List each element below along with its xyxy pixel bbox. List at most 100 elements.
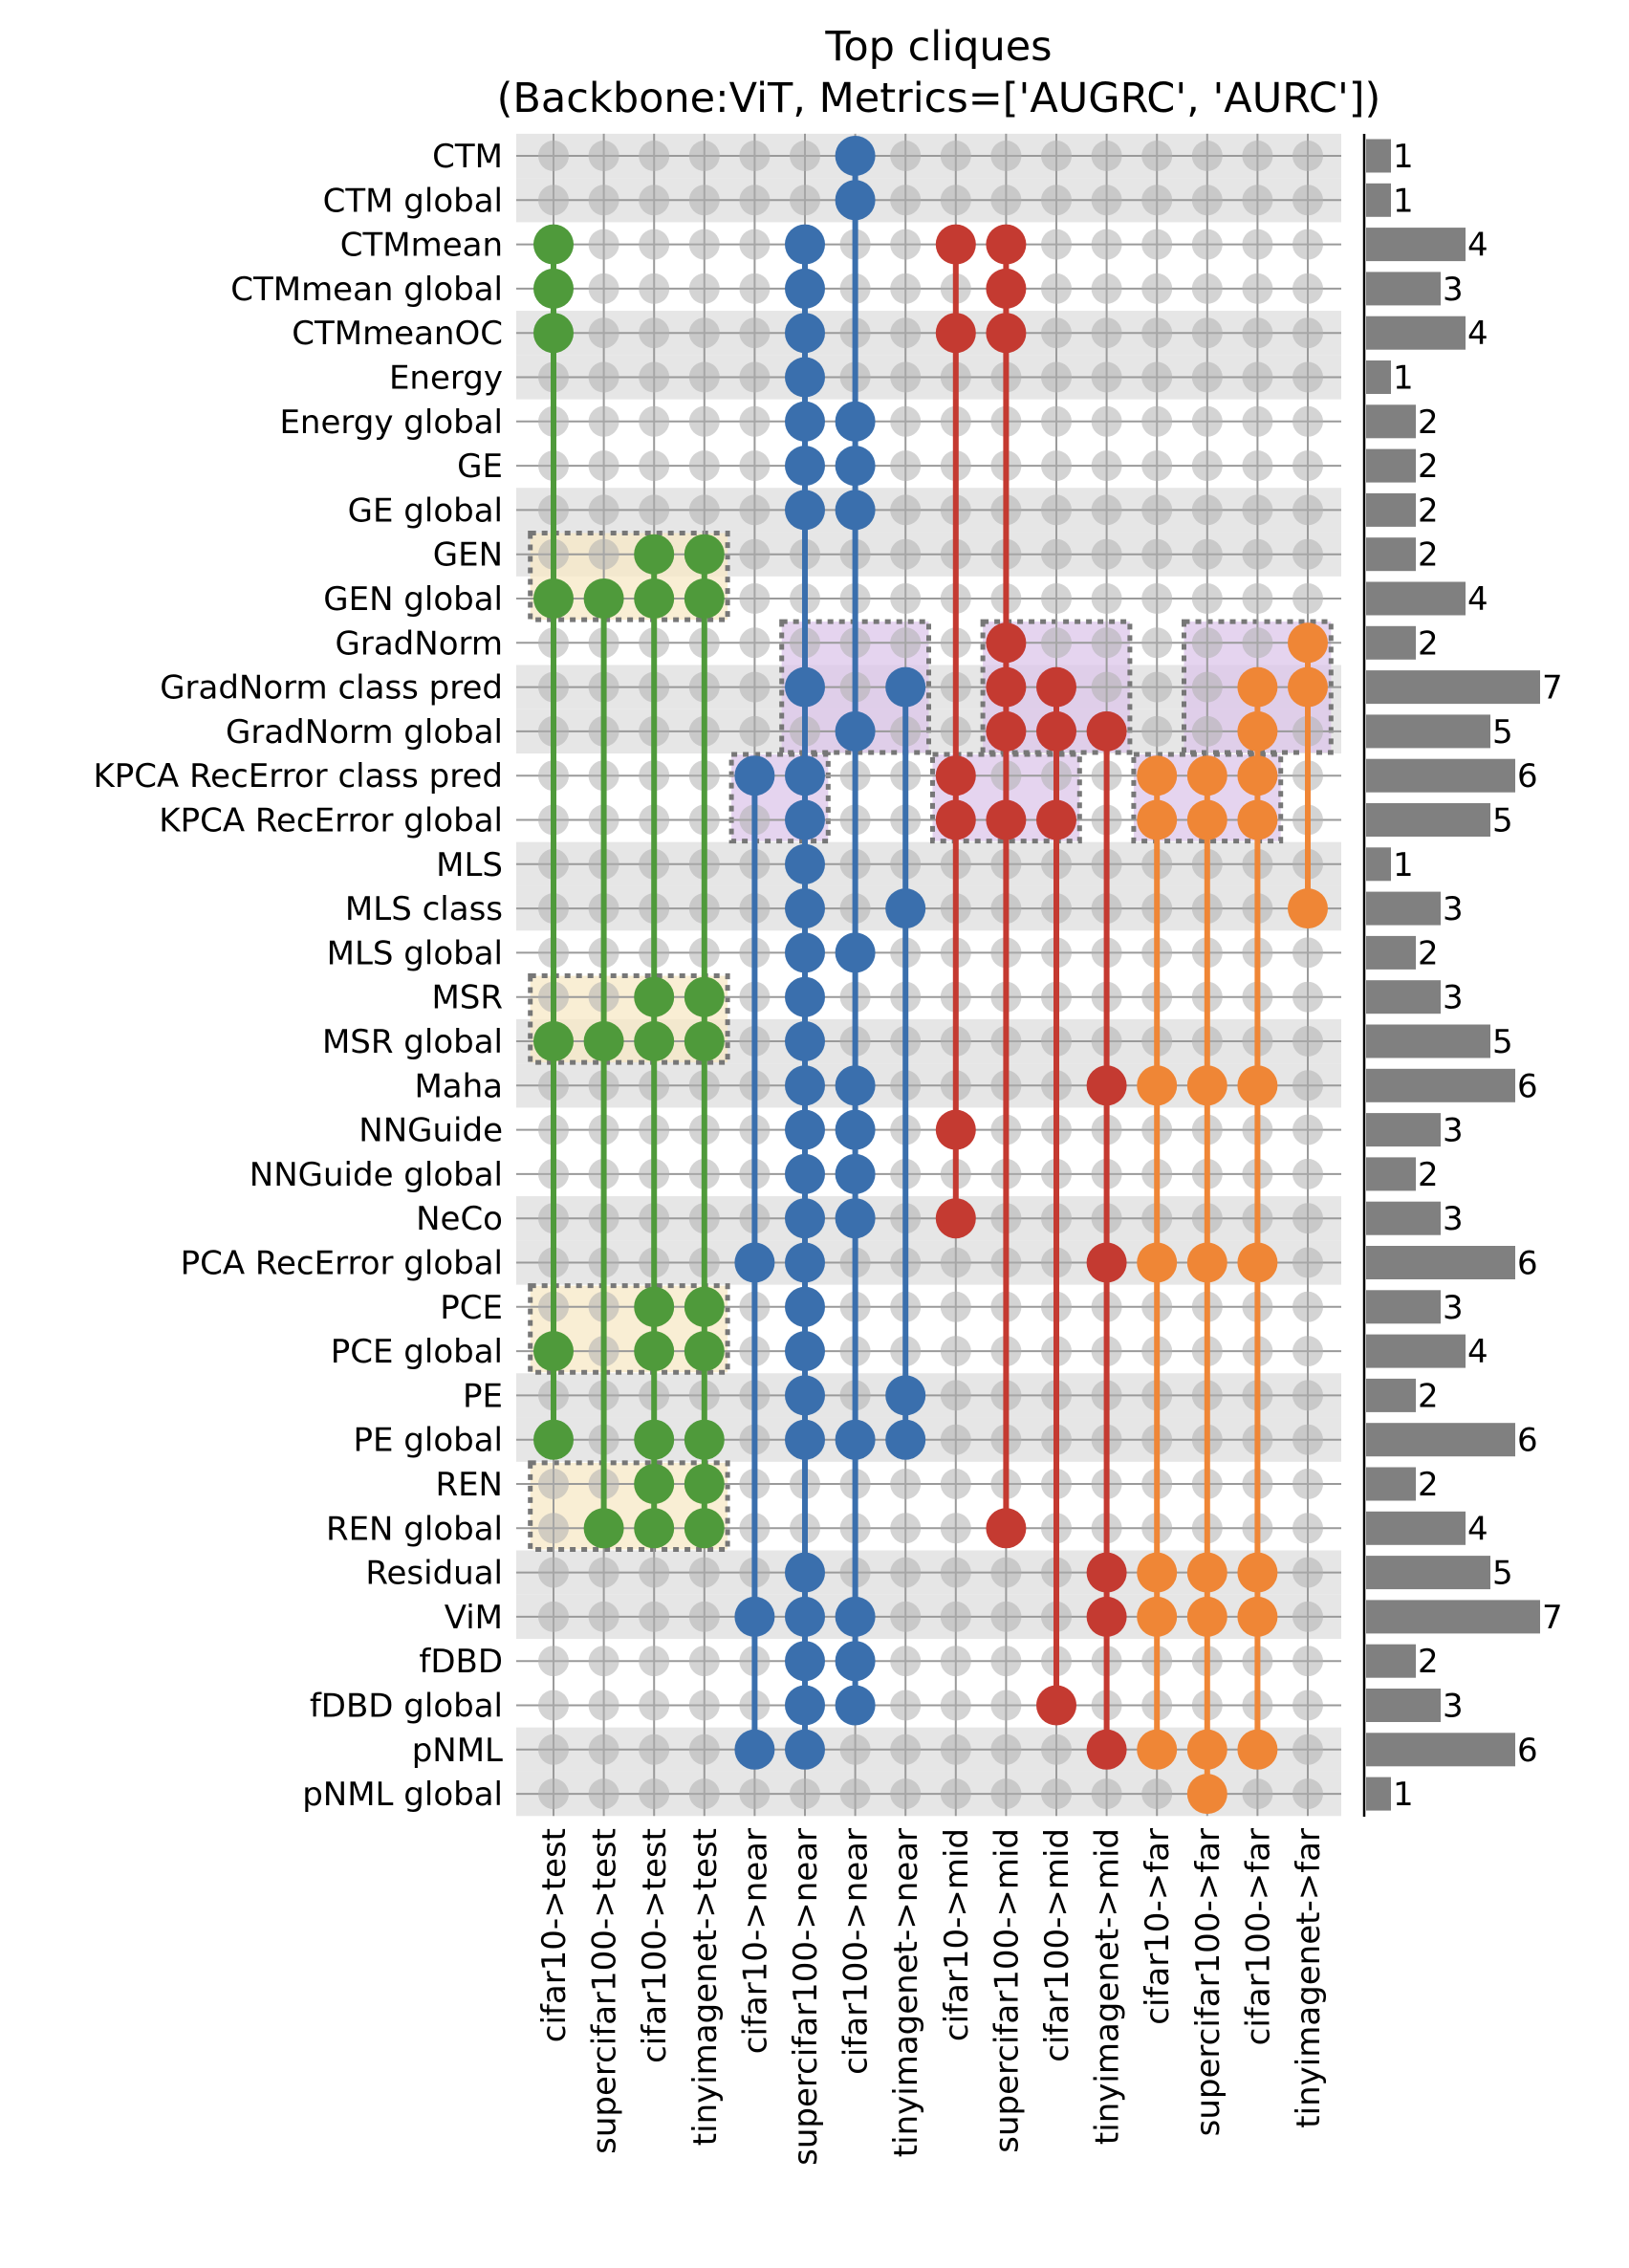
member-marker [1237, 710, 1278, 752]
member-marker [835, 446, 876, 487]
member-marker [1086, 1596, 1127, 1637]
empty-marker [1242, 538, 1273, 570]
member-marker [986, 666, 1027, 708]
member-marker [935, 224, 976, 265]
empty-marker [1141, 671, 1173, 703]
member-marker [986, 710, 1027, 752]
row-label: CTMmean global [230, 271, 503, 309]
count-bar [1366, 847, 1391, 882]
empty-marker [639, 361, 670, 393]
empty-marker [1141, 185, 1173, 216]
row-label: REN [435, 1466, 503, 1504]
empty-marker [639, 1734, 670, 1765]
member-marker [1237, 666, 1278, 708]
count-label: 5 [1492, 1023, 1513, 1061]
empty-marker [688, 273, 720, 304]
empty-marker [839, 1734, 871, 1765]
count-label: 4 [1467, 227, 1488, 265]
empty-marker [1191, 141, 1223, 171]
empty-marker [1242, 361, 1273, 393]
empty-marker [639, 450, 670, 482]
row-label: NNGuide [358, 1112, 503, 1150]
member-marker [533, 313, 574, 354]
row-label: GE global [348, 491, 503, 530]
empty-marker [1292, 361, 1323, 393]
empty-marker [890, 1646, 922, 1677]
member-marker [734, 755, 775, 796]
member-marker [785, 1331, 825, 1372]
count-label: 3 [1443, 1688, 1464, 1726]
empty-marker [890, 185, 922, 216]
empty-marker [940, 1513, 971, 1544]
empty-marker [538, 1557, 569, 1588]
count-bar [1366, 1113, 1441, 1147]
row-label: KPCA RecError class pred [93, 757, 503, 796]
member-marker [885, 1419, 926, 1460]
member-marker [785, 932, 825, 973]
empty-marker [1141, 450, 1173, 482]
empty-marker [1292, 1380, 1323, 1411]
empty-marker [1091, 141, 1122, 171]
empty-marker [1091, 405, 1122, 437]
empty-marker [990, 1646, 1022, 1677]
empty-marker [739, 715, 771, 747]
empty-marker [688, 141, 720, 171]
column-label: cifar100->far [1239, 1828, 1277, 2045]
row-label: MLS [436, 846, 503, 884]
member-marker [1237, 1596, 1278, 1637]
count-bar [1366, 1644, 1416, 1678]
count-label: 4 [1467, 580, 1488, 619]
member-marker [785, 1375, 825, 1416]
count-label: 2 [1418, 1156, 1439, 1194]
empty-marker [1191, 494, 1223, 526]
empty-marker [1141, 229, 1173, 260]
member-marker [835, 1596, 876, 1637]
empty-marker [588, 1734, 619, 1765]
member-marker [634, 1286, 675, 1327]
count-label: 3 [1443, 271, 1464, 309]
member-markers [533, 136, 1328, 1815]
member-marker [785, 1198, 825, 1239]
member-marker [785, 1065, 825, 1106]
member-marker [835, 136, 876, 176]
member-marker [835, 1109, 876, 1150]
count-bar [1366, 1777, 1391, 1811]
empty-marker [588, 1690, 619, 1721]
empty-marker [940, 1380, 971, 1411]
column-label: supercifar100->test [586, 1828, 624, 2154]
member-marker [533, 578, 574, 619]
member-marker [835, 710, 876, 752]
empty-marker [1041, 361, 1072, 393]
member-marker [785, 446, 825, 487]
empty-marker [1191, 405, 1223, 437]
empty-marker [940, 185, 971, 216]
empty-marker [538, 1690, 569, 1721]
empty-marker [688, 1690, 720, 1721]
member-marker [785, 1153, 825, 1194]
member-marker [835, 1685, 876, 1726]
empty-marker [1191, 538, 1223, 570]
row-label: MLS global [327, 934, 503, 972]
count-bar [1366, 980, 1441, 1014]
count-bar [1366, 492, 1416, 527]
member-marker [935, 799, 976, 840]
empty-marker [688, 1557, 720, 1588]
empty-marker [990, 1557, 1022, 1588]
member-marker [1036, 1685, 1076, 1726]
member-marker [785, 1021, 825, 1061]
empty-marker [1242, 317, 1273, 349]
member-marker [1086, 710, 1127, 752]
empty-marker [538, 1734, 569, 1765]
count-bar [1366, 581, 1466, 616]
member-marker [1137, 755, 1178, 796]
empty-marker [1091, 185, 1122, 216]
count-label: 2 [1418, 447, 1439, 486]
empty-marker [1191, 450, 1223, 482]
count-label: 5 [1492, 1555, 1513, 1593]
member-marker [835, 401, 876, 442]
row-label: MSR [431, 979, 503, 1017]
empty-marker [588, 361, 619, 393]
empty-marker [1292, 1070, 1323, 1101]
empty-marker [1141, 317, 1173, 349]
